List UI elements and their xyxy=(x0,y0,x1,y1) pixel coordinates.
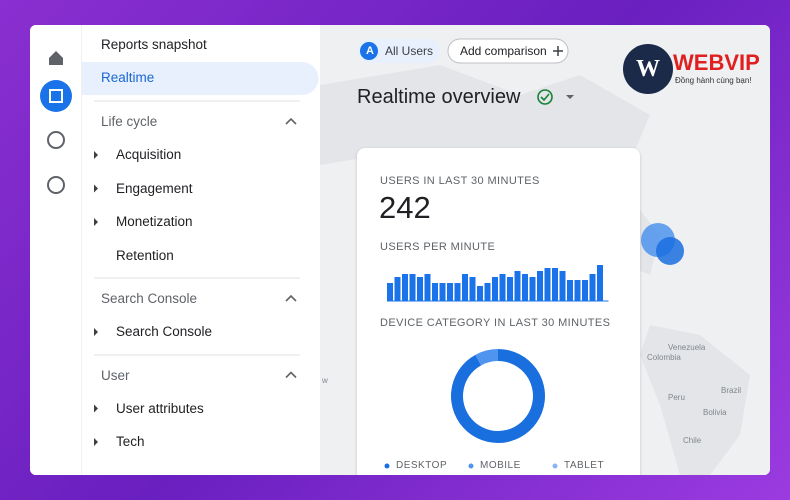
logo-brand: WEBVIP xyxy=(673,50,760,75)
map-label: Colombia xyxy=(647,353,681,362)
nav-item[interactable]: Realtime xyxy=(101,70,155,85)
selected-bg xyxy=(82,62,319,95)
minute-bar xyxy=(514,271,521,301)
minute-bar xyxy=(529,277,536,301)
per-minute-label: USERS PER MINUTE xyxy=(380,241,496,253)
minute-bar xyxy=(409,274,416,301)
map-label: w xyxy=(322,376,328,385)
minute-bar xyxy=(469,277,476,301)
nav-item[interactable]: Monetization xyxy=(116,214,193,229)
collapse-icon xyxy=(285,371,297,379)
card-graphics xyxy=(384,265,609,469)
expand-icon xyxy=(94,438,98,446)
minute-bar xyxy=(417,277,423,301)
collapse-icon xyxy=(285,117,297,125)
map-label: Bolivia xyxy=(703,408,727,417)
page-title: Realtime overview xyxy=(357,86,521,108)
section-title[interactable]: Search Console xyxy=(101,291,198,306)
map-label: Brazil xyxy=(721,386,742,395)
map-label: Venezuela xyxy=(668,343,706,352)
minute-bar xyxy=(544,268,551,301)
logo-tagline: Đồng hành cùng bạn! xyxy=(675,76,752,85)
minute-bar xyxy=(454,283,461,301)
nav-item[interactable]: Retention xyxy=(116,247,174,263)
minute-bar xyxy=(402,274,408,301)
minute-bar xyxy=(507,277,513,301)
users-label: USERS IN LAST 30 MINUTES xyxy=(380,175,540,187)
home-icon[interactable] xyxy=(49,51,63,65)
app-window: W A All Users Add comparison Realtime ov… xyxy=(30,25,770,475)
minute-bar xyxy=(447,283,453,301)
expand-icon xyxy=(94,218,98,226)
nav-item[interactable]: Acquisition xyxy=(116,147,182,162)
minute-bar xyxy=(567,280,573,301)
minute-bar xyxy=(387,283,393,301)
expand-icon xyxy=(94,151,98,159)
legend-label: MOBILE xyxy=(480,460,521,471)
nav-item[interactable]: Reports snapshot xyxy=(101,37,207,52)
section-title[interactable]: User xyxy=(101,367,130,383)
minute-bar xyxy=(492,277,498,301)
minute-bar xyxy=(552,268,558,301)
svg-text:W: W xyxy=(636,56,660,82)
minute-bar xyxy=(597,265,603,301)
expand-icon xyxy=(94,184,98,193)
minute-bar xyxy=(582,280,588,301)
minute-bar xyxy=(574,280,581,301)
expand-icon xyxy=(94,404,98,413)
minute-bar xyxy=(537,271,543,301)
map-label: Chile xyxy=(683,436,702,445)
minute-bar xyxy=(462,274,468,301)
nav-item[interactable]: Search Console xyxy=(116,324,213,339)
realtime-card: USERS IN LAST 30 MINUTES 242 USERS PER M… xyxy=(357,148,640,475)
expand-icon xyxy=(94,328,98,336)
reports-icon[interactable] xyxy=(40,80,72,112)
nav-item[interactable]: Engagement xyxy=(116,180,193,196)
explore-icon[interactable] xyxy=(47,131,65,149)
minute-bar xyxy=(432,283,438,301)
minute-bar xyxy=(522,274,528,301)
legend-label: DESKTOP xyxy=(396,460,448,471)
nav-item[interactable]: User attributes xyxy=(116,400,204,416)
section-title[interactable]: Life cycle xyxy=(101,114,158,129)
device-label: DEVICE CATEGORY IN LAST 30 MINUTES xyxy=(380,317,611,329)
legend-dot xyxy=(384,463,390,469)
minute-bar xyxy=(424,274,431,301)
segment-badge: A xyxy=(366,45,374,57)
legend-dot xyxy=(552,463,558,469)
users-value: 242 xyxy=(379,190,431,225)
minute-bar xyxy=(559,271,566,301)
add-comparison[interactable]: Add comparison xyxy=(460,44,547,58)
legend-label: TABLET xyxy=(564,460,605,471)
advertising-icon[interactable] xyxy=(47,176,65,194)
segment-chip[interactable]: All Users xyxy=(385,44,434,58)
collapse-icon xyxy=(285,294,297,302)
legend-dot xyxy=(468,463,474,469)
minute-bar xyxy=(439,283,446,301)
minute-bar xyxy=(477,286,483,301)
minute-bar xyxy=(499,274,506,301)
nav-item[interactable]: Tech xyxy=(116,434,145,449)
donut-segment xyxy=(451,349,545,443)
donut-segment xyxy=(475,349,498,366)
minute-bar xyxy=(589,274,596,301)
map-label: Peru xyxy=(668,393,685,402)
chrome: W xyxy=(30,25,673,475)
minute-bar xyxy=(394,277,401,301)
minute-bar xyxy=(484,283,491,301)
